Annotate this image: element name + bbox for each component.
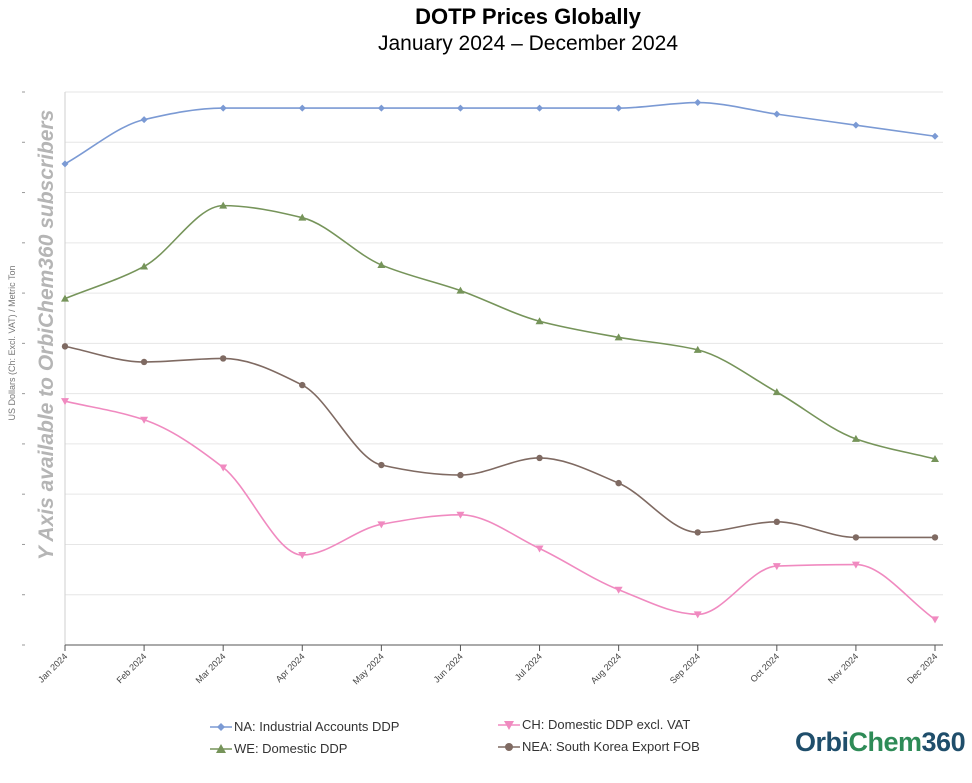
data-point bbox=[219, 464, 228, 472]
x-tick-label: Aug 2024 bbox=[589, 651, 623, 685]
x-tick-label: Nov 2024 bbox=[826, 651, 860, 685]
series-line bbox=[64, 400, 936, 621]
data-point bbox=[852, 121, 860, 129]
data-point bbox=[773, 110, 781, 118]
data-point bbox=[851, 434, 860, 442]
data-point bbox=[615, 479, 622, 487]
data-point bbox=[773, 518, 781, 526]
logo-part-360: 360 bbox=[921, 727, 966, 757]
data-point bbox=[219, 355, 227, 362]
data-point bbox=[535, 545, 544, 553]
axes bbox=[64, 92, 943, 651]
data-point bbox=[61, 294, 69, 302]
data-point bbox=[851, 561, 860, 569]
data-point bbox=[298, 552, 307, 560]
data-point bbox=[219, 104, 227, 112]
data-point bbox=[772, 563, 781, 571]
data-point bbox=[694, 99, 702, 107]
legend-label-ch: CH: Domestic DDP excl. VAT bbox=[522, 717, 691, 732]
data-point bbox=[615, 104, 623, 112]
x-tick-label: Apr 2024 bbox=[274, 651, 307, 684]
data-point bbox=[931, 534, 939, 541]
data-point bbox=[298, 213, 307, 221]
data-point bbox=[377, 521, 386, 529]
data-point bbox=[298, 104, 306, 112]
data-point bbox=[614, 333, 623, 341]
x-tick-label: Oct 2024 bbox=[748, 651, 781, 684]
data-point bbox=[378, 461, 385, 469]
gridlines bbox=[22, 91, 943, 646]
x-tick-label: Jul 2024 bbox=[513, 651, 544, 682]
data-point bbox=[693, 345, 702, 353]
data-point bbox=[457, 471, 464, 479]
data-point bbox=[140, 262, 149, 270]
data-point bbox=[456, 286, 465, 294]
data-point bbox=[694, 529, 701, 536]
x-tick-label: Dec 2024 bbox=[905, 651, 939, 685]
data-point bbox=[931, 132, 939, 140]
data-point bbox=[219, 201, 228, 209]
legend-marker-triangle-icon bbox=[210, 744, 232, 753]
data-point bbox=[61, 343, 69, 350]
x-tick-label: May 2024 bbox=[351, 651, 386, 686]
data-point bbox=[377, 104, 385, 112]
data-point bbox=[536, 454, 543, 462]
y-axis-label: US Dollars (Ch: Excl. VAT) / Metric Ton bbox=[7, 265, 17, 420]
logo-part-chem: Chem bbox=[848, 727, 923, 757]
chart-title: DOTP Prices Globally bbox=[415, 4, 641, 29]
data-point bbox=[456, 511, 465, 519]
data-point bbox=[140, 358, 148, 366]
data-point bbox=[931, 454, 939, 462]
y-axis-watermark: Y Axis available to OrbiChem360 subscrib… bbox=[35, 110, 58, 561]
orbichem360-logo: OrbiChem360 bbox=[795, 727, 966, 758]
legend-label-na: NA: Industrial Accounts DDP bbox=[234, 719, 400, 734]
data-point bbox=[377, 260, 386, 268]
data-point bbox=[772, 388, 781, 396]
x-tick-label: Sep 2024 bbox=[668, 651, 702, 685]
chart-subtitle: January 2024 – December 2024 bbox=[377, 32, 679, 55]
series-line bbox=[64, 101, 936, 165]
legend-marker-diamond-icon bbox=[210, 723, 232, 731]
logo-part-orbi: Orbi bbox=[795, 727, 849, 757]
legend-label-nea: NEA: South Korea Export FOB bbox=[522, 739, 700, 754]
series-line bbox=[64, 204, 936, 460]
data-point bbox=[140, 116, 148, 124]
legend-label-we: WE: Domestic DDP bbox=[234, 741, 348, 756]
data-point bbox=[535, 317, 544, 325]
data-point bbox=[299, 381, 306, 389]
data-point bbox=[614, 586, 623, 594]
legend-marker-triangle-down-icon bbox=[498, 721, 520, 730]
data-point bbox=[456, 104, 464, 112]
data-point bbox=[536, 104, 544, 112]
data-point bbox=[61, 398, 69, 406]
x-tick-label: Feb 2024 bbox=[115, 651, 149, 685]
chart-title-block: DOTP Prices Globally January 2024 – Dece… bbox=[0, 4, 972, 58]
legend-marker-circle-icon bbox=[498, 743, 520, 751]
data-point bbox=[852, 534, 860, 541]
series-line bbox=[64, 345, 935, 539]
data-point bbox=[61, 160, 69, 168]
x-tick-label: Jun 2024 bbox=[432, 651, 465, 684]
data-point bbox=[931, 616, 939, 624]
x-tick-label: Jan 2024 bbox=[36, 651, 69, 684]
data-point bbox=[693, 611, 702, 619]
data-point bbox=[140, 416, 149, 424]
x-tick-label: Mar 2024 bbox=[194, 651, 228, 685]
series-group bbox=[61, 99, 939, 624]
x-tick-labels: Jan 2024 Feb 2024 Mar 2024 Apr 2024 May 2024… bbox=[36, 651, 939, 686]
